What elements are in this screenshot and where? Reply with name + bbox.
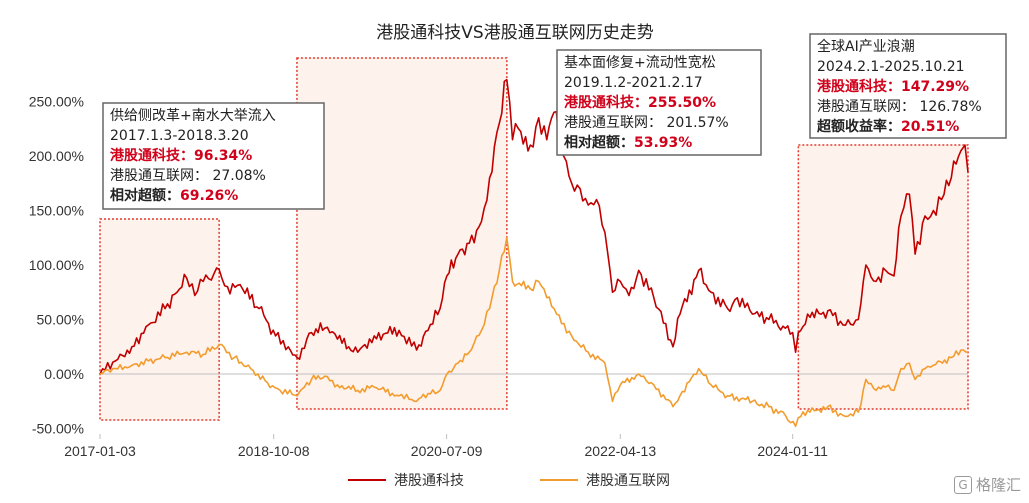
highlight-period-box [296,57,508,410]
annotation-excess-value: 20.51% [901,119,959,135]
annotation-excess: 相对超额：69.26% [110,187,238,204]
x-tick-label: 2020-07-09 [411,443,483,459]
annotation-tech-return: 港股通科技：147.29% [817,78,969,95]
annotation-excess: 相对超额：53.93% [564,134,692,151]
x-tick-label: 2022-04-13 [585,443,657,459]
series-line [99,237,969,428]
series-line [99,78,969,375]
x-tick-label: 2024-01-11 [757,443,828,459]
annotation-internet-return: 港股通互联网： 126.78% [817,99,982,115]
x-tick-label: 2018-10-08 [238,443,310,459]
y-tick-label: -50.00% [32,421,84,437]
highlight-periods [99,57,969,421]
annotation-period: 2019.1.2-2021.2.17 [564,75,703,91]
y-tick-label: 250.00% [29,94,84,110]
y-tick-label: 0.00% [44,366,84,382]
annotation-tech-return: 港股通科技：255.50% [564,94,716,111]
annotation-title: 供给侧改革+南水大举流入 [110,108,276,124]
annotation-excess-label: 相对超额： [564,134,634,151]
chart-title: 港股通科技VS港股通互联网历史走势 [376,23,653,43]
x-tick-label: 2017-01-03 [64,443,136,459]
annotation-boxes: 供给侧改革+南水大举流入 2017.1.3-2018.3.20 港股通科技：96.3… [102,33,1007,210]
legend-label: 港股通科技 [394,473,464,489]
annotation-box [556,49,762,156]
annotation-excess-label: 超额收益率： [816,118,901,135]
legend: 港股通科技 港股通互联网 [348,473,670,489]
annotation-box [102,102,325,210]
series-lines [99,78,969,428]
annotation-excess-value: 69.26% [180,188,238,204]
annotation-title: 基本面修复+流动性宽松 [564,54,716,71]
annotation-internet-return: 港股通互联网： 27.08% [110,168,266,184]
watermark-text: 格隆汇 [975,476,1021,494]
annotation-internet-return: 港股通互联网： 201.57% [564,115,729,131]
watermark: G 格隆汇 [953,474,1021,495]
highlight-period-box [797,144,969,410]
x-axis: 2017-01-03 2018-10-08 2020-07-09 2022-04-13… [64,434,828,459]
annotation-title: 全球AI产业浪潮 [817,38,915,55]
y-tick-label: 100.00% [29,257,84,273]
y-axis: -50.00% 0.00% 50.00% 100.00% 150.00% 200.00% 2… [29,94,84,437]
annotation-period: 2024.2.1-2025.10.21 [817,59,965,75]
highlight-period-box [99,218,220,421]
y-tick-label: 200.00% [29,148,84,164]
annotation-excess-label: 相对超额： [110,187,180,204]
annotation-excess-value: 53.93% [634,135,692,151]
annotation-box [809,33,1007,139]
annotation-excess: 超额收益率：20.51% [816,118,959,135]
watermark-logo-icon: G [953,475,972,494]
annotation-period: 2017.1.3-2018.3.20 [110,128,249,144]
annotation-tech-return: 港股通科技：96.34% [110,147,252,164]
y-tick-label: 150.00% [29,203,84,219]
legend-label: 港股通互联网 [586,473,670,489]
y-tick-label: 50.00% [37,312,84,328]
